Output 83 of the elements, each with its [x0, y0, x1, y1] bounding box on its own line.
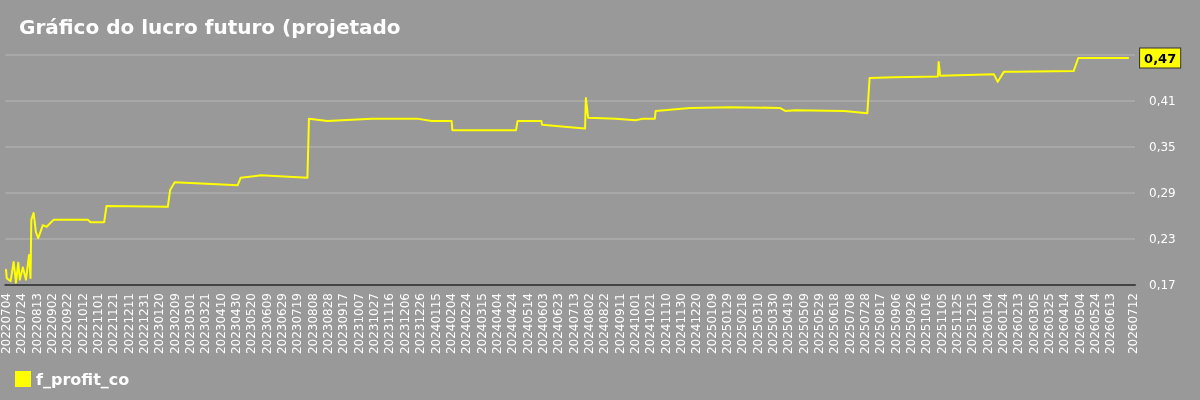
x-tick-label: 20251215 [965, 293, 980, 355]
x-tick-label: 20250310 [750, 293, 765, 355]
x-tick-label: 20260104 [980, 293, 995, 355]
x-tick-label: 20220922 [60, 293, 75, 355]
x-tick-label: 20260524 [1088, 293, 1103, 355]
x-tick-label: 20230321 [198, 293, 213, 355]
x-tick-label: 20241001 [627, 293, 642, 355]
x-tick-label: 20250330 [765, 293, 780, 355]
x-tick-label: 20250926 [904, 293, 919, 355]
y-tick-label: 0,41 [1149, 94, 1176, 108]
x-tick-label: 20240115 [428, 293, 443, 355]
x-tick-label: 20231206 [397, 293, 412, 355]
y-tick-label: 0,23 [1149, 232, 1176, 246]
x-tick-label: 20230430 [229, 293, 244, 355]
x-tick-label: 20251105 [934, 293, 949, 355]
y-tick-label: 0,35 [1149, 140, 1176, 154]
x-tick-label: 20250817 [873, 293, 888, 355]
x-tick-label: 20220902 [45, 293, 60, 355]
x-tick-label: 20230520 [244, 293, 259, 355]
x-tick-label: 20221101 [91, 293, 106, 355]
x-tick-label: 20251016 [919, 293, 934, 355]
x-tick-label: 20220724 [14, 293, 29, 355]
x-tick-label: 20230609 [259, 293, 274, 355]
x-tick-label: 20240224 [459, 293, 474, 355]
x-tick-label: 20250529 [812, 293, 826, 355]
x-tick-label: 20240404 [489, 293, 504, 355]
x-tick-label: 20240204 [443, 293, 458, 355]
x-tick-label: 20250728 [858, 293, 873, 355]
x-tick-label: 20250708 [842, 293, 857, 355]
x-tick-label: 20260325 [1042, 293, 1057, 355]
x-tick-label: 20230120 [152, 293, 167, 355]
x-tick-label: 20240802 [581, 293, 596, 355]
x-tick-label: 20260213 [1011, 293, 1026, 355]
x-tick-label: 20250419 [781, 293, 796, 355]
x-tick-label: 20230917 [336, 293, 351, 355]
x-tick-label: 20250906 [888, 293, 903, 355]
x-tick-label: 20260305 [1026, 293, 1041, 355]
y-tick-label: 0,29 [1149, 186, 1176, 200]
x-tick-label: 20221211 [121, 293, 136, 355]
x-tick-label: 20260124 [996, 293, 1011, 355]
x-tick-label: 20250509 [796, 293, 811, 355]
x-tick-label: 20220813 [29, 293, 44, 355]
x-tick-label: 20230828 [321, 293, 336, 355]
x-tick-label: 20240623 [551, 293, 566, 355]
line-series [5, 57, 1130, 284]
x-tick-label: 20221231 [137, 293, 152, 355]
x-tick-label: 20240514 [520, 293, 535, 355]
legend-label: f_profit_co [36, 369, 130, 389]
x-tick-label: 20231116 [382, 293, 397, 355]
x-tick-label: 20230808 [305, 293, 320, 355]
x-tick-label: 20240713 [566, 293, 581, 355]
x-tick-label: 20260613 [1103, 293, 1118, 355]
x-tick-label: 20250218 [735, 293, 750, 355]
x-tick-label: 20230301 [183, 293, 198, 355]
x-tick-label: 20240822 [597, 293, 612, 355]
x-tick-label: 20250129 [719, 293, 734, 355]
x-tick-label: 20260712 [1125, 293, 1140, 355]
x-tick-label: 20260414 [1057, 293, 1072, 355]
x-tick-label: 20221012 [75, 293, 90, 355]
y-tick-label: 0,17 [1149, 278, 1176, 292]
x-tick-label: 20250109 [704, 293, 719, 355]
x-tick-label: 20241021 [643, 293, 658, 355]
x-tick-label: 20241220 [689, 293, 704, 355]
x-tick-label: 20251125 [950, 293, 965, 355]
x-tick-label: 20231027 [367, 293, 382, 355]
x-tick-label: 20240424 [505, 293, 520, 355]
chart-title: Gráfico do lucro futuro (projetado [19, 15, 401, 39]
x-tick-label: 20240315 [474, 293, 489, 355]
x-tick-label: 20260504 [1072, 293, 1087, 355]
x-tick-label: 20230719 [290, 293, 305, 355]
data-label: 0,47 [1144, 50, 1177, 66]
x-tick-label: 20231007 [351, 293, 366, 355]
x-tick-label: 20240911 [612, 293, 627, 355]
x-tick-label: 20230410 [213, 293, 228, 355]
x-tick-label: 20241110 [658, 293, 673, 355]
x-tick-label: 20241130 [673, 293, 688, 355]
x-tick-label: 20230629 [275, 293, 290, 355]
x-tick-label: 20250618 [827, 293, 842, 355]
x-tick-label: 20230209 [167, 293, 182, 355]
x-tick-label: 20231226 [413, 293, 428, 355]
x-tick-label: 20221121 [106, 293, 121, 355]
x-tick-label: 20240603 [535, 293, 550, 355]
x-tick-label: 20220704 [0, 293, 13, 355]
